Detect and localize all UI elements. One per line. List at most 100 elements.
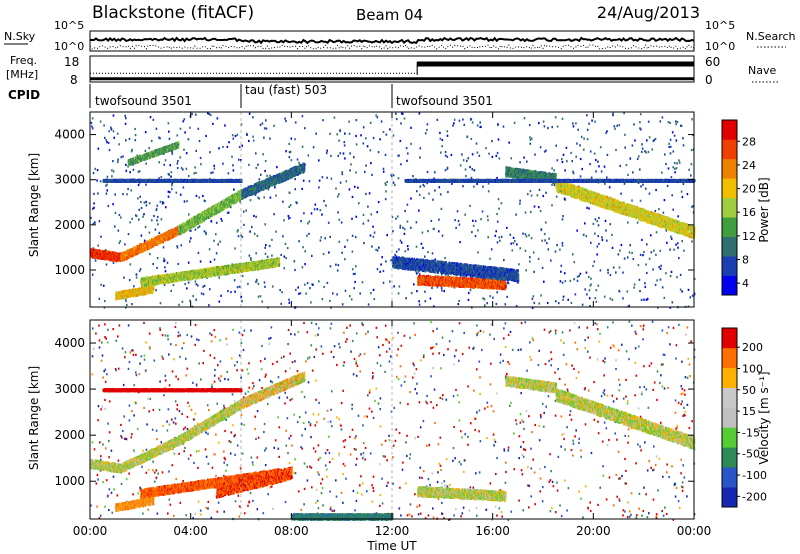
range-gate-cell — [481, 210, 484, 213]
range-gate-cell — [656, 279, 658, 282]
range-gate-cell — [128, 137, 131, 140]
range-gate-cell — [201, 220, 204, 223]
range-gate-cell — [310, 301, 312, 304]
range-gate-cell — [579, 157, 582, 161]
range-gate-cell — [122, 193, 124, 196]
range-gate-cell — [91, 125, 93, 128]
range-gate-cell — [398, 285, 401, 288]
range-gate-cell — [474, 219, 477, 223]
range-gate-cell — [561, 117, 564, 120]
range-gate-cell — [673, 162, 676, 165]
range-gate-cell — [308, 232, 310, 235]
range-gate-cell — [594, 120, 596, 123]
range-gate-cell — [648, 136, 651, 139]
range-gate-cell — [675, 120, 677, 123]
range-gate-cell — [669, 152, 672, 155]
range-gate-cell — [523, 156, 525, 159]
range-gate-cell — [268, 244, 271, 248]
range-gate-cell — [424, 255, 426, 258]
range-gate-cell — [264, 169, 266, 173]
sky-left-tick-bottom: 10^0 — [54, 40, 84, 53]
range-gate-cell — [172, 284, 175, 287]
range-gate-cell — [525, 269, 527, 272]
range-gate-cell — [365, 164, 367, 167]
range-gate-cell — [474, 235, 477, 238]
range-gate-cell — [530, 210, 532, 214]
range-gate-cell — [269, 196, 272, 199]
range-gate-cell — [136, 252, 138, 256]
range-gate-cell — [538, 206, 540, 209]
range-gate-cell — [338, 218, 341, 221]
range-gate-cell — [180, 223, 183, 226]
range-gate-cell — [222, 162, 224, 165]
range-gate-cell — [412, 175, 414, 178]
range-gate-cell — [318, 280, 320, 283]
range-gate-cell — [372, 137, 375, 140]
range-gate-cell — [126, 303, 128, 306]
range-gate-cell — [623, 112, 625, 115]
range-gate-cell — [218, 204, 220, 207]
range-gate-cell — [403, 228, 406, 231]
range-gate-cell — [587, 275, 590, 279]
range-gate-cell — [663, 199, 666, 202]
range-gate-cell — [661, 286, 664, 289]
range-gate-cell — [693, 277, 696, 281]
range-gate-cell — [405, 297, 407, 300]
range-gate-cell — [368, 192, 371, 195]
range-gate-cell — [401, 112, 404, 115]
range-gate-cell — [142, 215, 144, 218]
range-gate-cell — [183, 118, 186, 121]
range-gate-cell — [213, 167, 216, 170]
range-gate-cell — [326, 176, 328, 179]
range-gate-cell — [152, 118, 155, 121]
range-gate-cell — [109, 252, 111, 255]
range-gate-cell — [371, 173, 373, 176]
range-gate-cell — [208, 248, 211, 251]
range-gate-cell — [632, 258, 635, 261]
range-gate-cell — [358, 202, 360, 205]
range-gate-cell — [513, 121, 516, 124]
range-gate-cell — [473, 185, 475, 188]
range-gate-cell — [399, 226, 401, 229]
range-gate-cell — [466, 135, 468, 139]
range-gate-cell — [224, 124, 226, 127]
range-gate-cell — [676, 120, 679, 124]
range-gate-cell — [148, 147, 150, 150]
range-gate-cell — [395, 118, 398, 121]
range-gate-cell — [532, 295, 535, 298]
range-gate-cell — [103, 124, 105, 127]
range-gate-cell — [354, 236, 357, 239]
range-gate-cell — [601, 236, 603, 239]
range-gate-cell — [577, 128, 579, 131]
range-gate-cell — [323, 199, 325, 203]
range-gate-cell — [352, 272, 355, 276]
range-gate-cell — [551, 126, 553, 129]
range-gate-cell — [372, 235, 375, 238]
range-gate-cell — [238, 145, 241, 149]
range-gate-cell — [497, 138, 500, 141]
range-gate-cell — [692, 205, 694, 208]
range-gate-cell — [220, 217, 222, 221]
range-gate-cell — [362, 213, 365, 216]
range-gate-cell — [447, 190, 449, 194]
range-gate-cell — [665, 272, 667, 275]
range-gate-cell — [625, 164, 628, 167]
range-gate-cell — [426, 170, 429, 174]
range-gate-cell — [464, 213, 466, 216]
range-gate-cell — [106, 141, 108, 144]
range-gate-cell — [190, 237, 192, 240]
range-gate-cell — [456, 210, 459, 213]
range-gate-cell — [283, 267, 285, 270]
range-gate-cell — [690, 163, 693, 166]
range-gate-cell — [203, 284, 206, 287]
range-gate-cell — [645, 298, 648, 301]
range-gate-cell — [170, 171, 173, 174]
range-gate-cell — [193, 225, 195, 228]
range-gate-cell — [294, 188, 296, 191]
range-gate-cell — [315, 132, 317, 135]
range-gate-cell — [98, 297, 101, 300]
range-gate-cell — [122, 155, 124, 158]
range-gate-cell — [107, 204, 110, 207]
range-gate-cell — [603, 295, 606, 298]
range-gate-cell — [601, 238, 604, 242]
